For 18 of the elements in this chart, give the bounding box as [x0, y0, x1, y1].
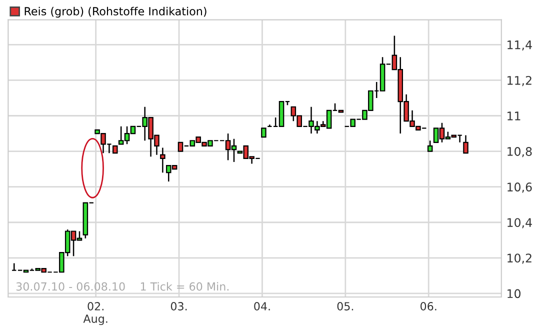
y-tick-label: 10 — [508, 289, 520, 298]
annotation: 30.07.10 - 06.08.10 1 Tick = 60 Min. — [16, 282, 228, 291]
y-tick-label: 11 — [508, 112, 520, 120]
y-tick-label: 10,6 — [508, 182, 532, 193]
x-tick-label: 04. — [254, 302, 270, 310]
x-tick-label: 06. — [420, 302, 436, 310]
y-tick-label: 11,4 — [508, 40, 532, 51]
candlestick — [427, 140, 433, 152]
candlestick — [463, 134, 468, 154]
x-tick-label: 02. Aug. — [83, 302, 108, 326]
candlestick — [160, 147, 166, 174]
legend-label: Reis (grob) (Rohstoffe Indikation) — [24, 6, 206, 18]
y-tick-label: 10,8 — [508, 147, 532, 158]
x-tick-label: 03. — [170, 302, 187, 310]
y-tick-label: 11,2 — [508, 76, 532, 86]
x-tick-label: 05. — [337, 302, 354, 310]
y-tick-label: 10,2 — [508, 254, 532, 264]
y-tick-label: 10,4 — [508, 218, 532, 228]
